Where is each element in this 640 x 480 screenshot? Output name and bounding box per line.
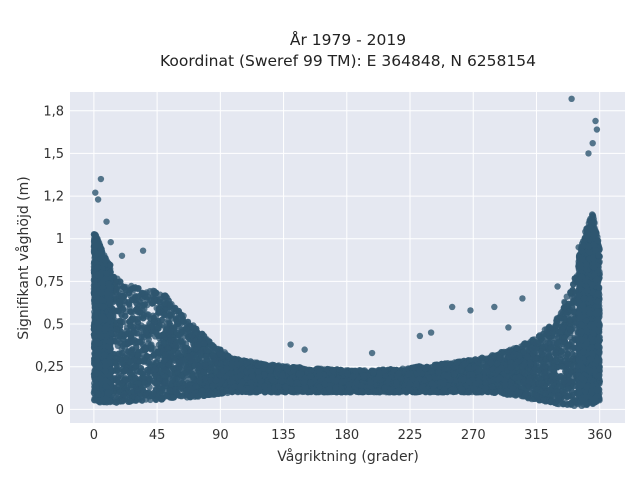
scatter-points [90, 95, 603, 409]
